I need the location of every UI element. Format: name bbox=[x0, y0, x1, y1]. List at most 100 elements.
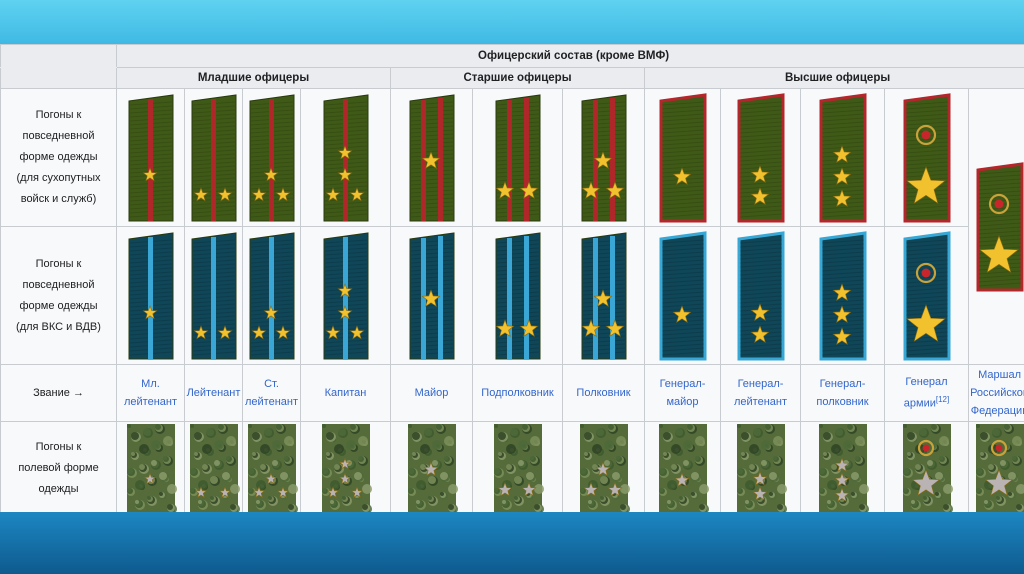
rank-name-link[interactable]: Подполковник bbox=[472, 364, 563, 422]
rank-name-link[interactable]: Майор bbox=[390, 364, 473, 422]
star-icon bbox=[520, 481, 537, 497]
emblem-icon bbox=[921, 130, 930, 139]
rank-name-link[interactable]: Генерал-майор bbox=[644, 364, 721, 422]
air-strap-cell bbox=[472, 226, 563, 365]
air-strap-cell bbox=[644, 226, 721, 365]
rank-name-text[interactable]: Маршал Российской Федерации bbox=[970, 369, 1024, 417]
rank-name-link[interactable]: Маршал Российской Федерации bbox=[967, 364, 1024, 422]
star-icon bbox=[750, 186, 769, 205]
group-junior-officers: Младшие офицеры bbox=[116, 67, 391, 89]
ground-strap-cell bbox=[720, 88, 801, 227]
ground-shoulder-strap bbox=[249, 93, 294, 221]
rank-footnote[interactable]: [12] bbox=[935, 395, 950, 405]
field-shoulder-strap bbox=[975, 424, 1024, 512]
air-strap-cell bbox=[390, 226, 473, 365]
star-icon bbox=[833, 487, 850, 502]
ground-shoulder-strap bbox=[495, 93, 540, 221]
rank-name-text[interactable]: Генерал-майор bbox=[659, 378, 706, 408]
rank-name-text[interactable]: Капитан bbox=[324, 387, 367, 399]
air-shoulder-strap bbox=[737, 230, 784, 360]
slide-bottom-bar bbox=[0, 512, 1024, 574]
star-icon bbox=[832, 304, 851, 323]
ground-shoulder-strap bbox=[659, 92, 706, 222]
wreath-icon bbox=[990, 439, 1007, 457]
row-label-field: Погоны к полевой форме одежды bbox=[0, 421, 117, 512]
rank-name-link[interactable]: Ст. лейтенант bbox=[242, 364, 301, 422]
ground-shoulder-strap bbox=[581, 93, 626, 221]
star-icon bbox=[276, 486, 289, 498]
rank-name-text[interactable]: Генерал армии bbox=[903, 376, 948, 410]
air-strap-cell bbox=[184, 226, 243, 365]
rank-name-text[interactable]: Подполковник bbox=[481, 387, 554, 399]
star-icon bbox=[274, 186, 291, 201]
ground-shoulder-strap bbox=[409, 93, 454, 221]
field-strap-cell bbox=[967, 421, 1024, 512]
ground-strap-cell bbox=[884, 88, 969, 227]
air-shoulder-strap bbox=[409, 231, 454, 359]
star-icon bbox=[192, 186, 209, 201]
table-title: Офицерский состав (кроме ВМФ) bbox=[115, 44, 1024, 68]
star-icon bbox=[905, 165, 946, 204]
marshal-strap-cell bbox=[967, 88, 1024, 365]
star-icon bbox=[495, 180, 514, 199]
star-icon bbox=[833, 472, 850, 487]
rank-name-link[interactable]: Генерал армии[12] bbox=[884, 364, 969, 422]
star-icon bbox=[338, 457, 351, 470]
rank-name-text[interactable]: Лейтенант bbox=[186, 387, 241, 399]
field-shoulder-strap bbox=[579, 424, 630, 512]
star-icon bbox=[262, 166, 279, 181]
star-icon bbox=[143, 472, 156, 485]
ground-strap-cell bbox=[300, 88, 391, 227]
rank-name-link[interactable]: Мл. лейтенант bbox=[116, 364, 185, 422]
rank-name-text[interactable]: Ст. лейтенант bbox=[244, 378, 299, 408]
star-icon bbox=[751, 471, 768, 486]
ground-shoulder-strap bbox=[737, 92, 784, 222]
star-icon bbox=[194, 486, 207, 498]
star-icon bbox=[252, 486, 265, 498]
rank-name-link[interactable]: Капитан bbox=[300, 364, 391, 422]
star-icon bbox=[350, 486, 363, 498]
air-strap-cell bbox=[116, 226, 185, 365]
rank-name-text[interactable]: Генерал-полковник bbox=[816, 378, 869, 408]
rank-name-text[interactable]: Полковник bbox=[576, 387, 631, 399]
ground-strap-cell bbox=[116, 88, 185, 227]
rank-name-text[interactable]: Майор bbox=[414, 387, 449, 399]
air-shoulder-strap bbox=[249, 231, 294, 359]
field-strap-cell bbox=[184, 421, 243, 512]
star-icon bbox=[750, 164, 769, 183]
air-shoulder-strap bbox=[581, 231, 626, 359]
field-strap-cell bbox=[720, 421, 801, 512]
ground-shoulder-strap bbox=[903, 92, 950, 222]
row-label-rank: Звание → bbox=[0, 364, 117, 422]
field-shoulder-strap bbox=[493, 424, 544, 512]
star-icon bbox=[672, 166, 691, 185]
star-icon bbox=[673, 472, 690, 487]
rank-name-text[interactable]: Мл. лейтенант bbox=[123, 378, 178, 408]
rank-name-link[interactable]: Генерал-полковник bbox=[800, 364, 885, 422]
rank-name-link[interactable]: Лейтенант bbox=[184, 364, 243, 422]
star-icon bbox=[750, 302, 769, 321]
wreath-icon bbox=[915, 262, 936, 283]
star-icon bbox=[832, 166, 851, 185]
star-icon bbox=[496, 481, 513, 497]
ground-strap-cell bbox=[644, 88, 721, 227]
star-icon bbox=[594, 461, 611, 477]
star-icon bbox=[336, 282, 353, 297]
emblem-icon bbox=[921, 268, 930, 277]
ground-strap-cell bbox=[472, 88, 563, 227]
ground-strap-cell bbox=[800, 88, 885, 227]
star-icon bbox=[751, 486, 768, 501]
star-icon bbox=[421, 288, 440, 307]
field-strap-cell bbox=[300, 421, 391, 512]
rank-name-link[interactable]: Полковник bbox=[562, 364, 645, 422]
rank-name-text[interactable]: Генерал-лейтенант bbox=[733, 378, 788, 408]
ground-shoulder-strap bbox=[128, 93, 173, 221]
field-strap-cell bbox=[884, 421, 969, 512]
field-strap-cell bbox=[472, 421, 563, 512]
group-senior-officers: Старшие офицеры bbox=[390, 67, 645, 89]
star-icon bbox=[605, 180, 624, 199]
rank-name-link[interactable]: Генерал-лейтенант bbox=[720, 364, 801, 422]
star-icon bbox=[348, 186, 365, 201]
star-icon bbox=[324, 324, 341, 339]
ground-strap-cell bbox=[562, 88, 645, 227]
